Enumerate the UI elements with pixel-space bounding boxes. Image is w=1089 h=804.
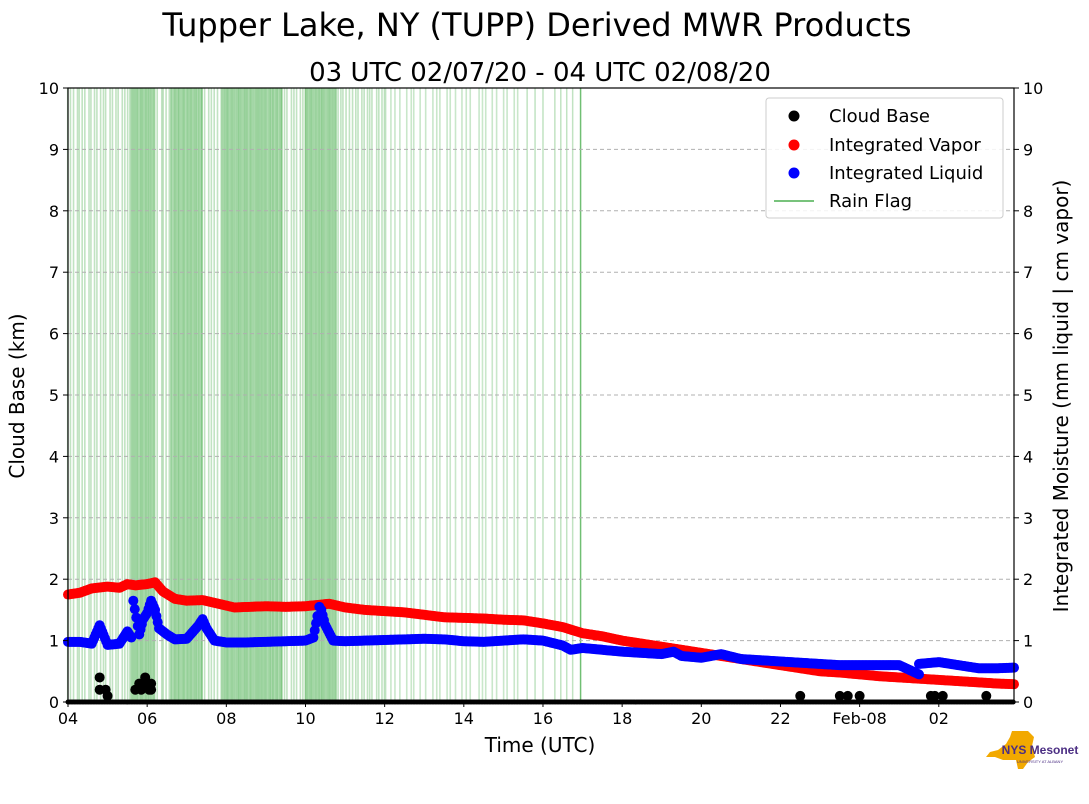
chart-subtitle: 03 UTC 02/07/20 - 04 UTC 02/08/20 bbox=[309, 58, 771, 88]
logo-text: NYS Mesonet bbox=[1002, 743, 1079, 757]
legend-box bbox=[765, 97, 1004, 219]
integrated-liquid-point bbox=[914, 669, 925, 680]
y-tick-label-right: 8 bbox=[1023, 202, 1033, 221]
logo-subtext: UNIVERSITY AT ALBANY bbox=[1017, 759, 1064, 764]
y-axis-right-label: Integrated Moisture (mm liquid | cm vapo… bbox=[1049, 180, 1073, 613]
y-tick-label-left: 6 bbox=[49, 325, 59, 344]
y-tick-label-right: 10 bbox=[1023, 79, 1043, 98]
y-tick-label-right: 5 bbox=[1023, 386, 1033, 405]
x-tick-label: 10 bbox=[295, 709, 315, 728]
y-axis-right: 0 1 2 3 4 5 6 7 8 9 10 bbox=[1014, 79, 1043, 712]
y-tick-label-right: 0 bbox=[1023, 693, 1033, 712]
y-axis-left: 0 1 2 3 4 5 6 7 8 9 10 bbox=[39, 79, 68, 712]
chart-title: Tupper Lake, NY (TUPP) Derived MWR Produ… bbox=[161, 6, 911, 44]
y-axis-left-label: Cloud Base (km) bbox=[5, 313, 29, 478]
x-tick-label: 02 bbox=[929, 709, 949, 728]
y-tick-label-left: 5 bbox=[49, 386, 59, 405]
legend-marker-integrated-liquid bbox=[788, 167, 800, 179]
x-axis-label: Time (UTC) bbox=[484, 733, 596, 757]
cloud-base-point bbox=[146, 684, 157, 695]
y-tick-label-left: 7 bbox=[49, 263, 59, 282]
y-tick-label-right: 1 bbox=[1023, 632, 1033, 651]
x-tick-label: 12 bbox=[374, 709, 394, 728]
x-tick-label: 16 bbox=[533, 709, 553, 728]
x-tick-label: Feb-08 bbox=[832, 709, 886, 728]
y-tick-label-right: 6 bbox=[1023, 325, 1033, 344]
x-axis: 04 06 08 10 12 14 16 18 20 22 Feb-08 02 bbox=[58, 702, 949, 728]
cloud-base-point bbox=[136, 684, 147, 695]
cloud-base-point bbox=[834, 690, 845, 701]
legend-label-integrated-vapor: Integrated Vapor bbox=[829, 135, 981, 156]
nys-mesonet-logo: NYS Mesonet UNIVERSITY AT ALBANY bbox=[986, 731, 1078, 769]
x-tick-label: 18 bbox=[612, 709, 632, 728]
legend-marker-integrated-vapor bbox=[788, 139, 800, 151]
legend: Cloud Base Integrated Vapor Integrated L… bbox=[765, 97, 1004, 219]
y-tick-label-right: 3 bbox=[1023, 509, 1033, 528]
legend-label-cloud-base: Cloud Base bbox=[829, 106, 930, 127]
new-york-state-shape-icon bbox=[986, 731, 1035, 769]
cloud-base-point bbox=[795, 690, 806, 701]
cloud-base-point bbox=[981, 690, 992, 701]
y-tick-label-left: 8 bbox=[49, 202, 59, 221]
x-tick-label: 20 bbox=[691, 709, 711, 728]
y-tick-label-left: 0 bbox=[49, 693, 59, 712]
integrated-liquid-point bbox=[126, 632, 137, 643]
cloud-base-point bbox=[94, 672, 105, 683]
y-tick-label-left: 4 bbox=[49, 447, 59, 466]
cloud-base-point bbox=[929, 690, 940, 701]
cloud-base-point bbox=[937, 690, 948, 701]
x-tick-label: 06 bbox=[137, 709, 157, 728]
y-tick-label-right: 9 bbox=[1023, 140, 1033, 159]
cloud-base-point bbox=[842, 690, 853, 701]
y-tick-label-right: 7 bbox=[1023, 263, 1033, 282]
cloud-base-point bbox=[854, 690, 865, 701]
x-tick-label: 08 bbox=[216, 709, 236, 728]
y-tick-label-left: 10 bbox=[39, 79, 59, 98]
x-tick-label: 14 bbox=[454, 709, 474, 728]
series-layer bbox=[63, 577, 1019, 705]
legend-label-integrated-liquid: Integrated Liquid bbox=[829, 163, 983, 184]
y-tick-label-left: 3 bbox=[49, 509, 59, 528]
legend-label-rain-flag: Rain Flag bbox=[829, 191, 912, 212]
x-tick-label: 04 bbox=[58, 709, 78, 728]
y-tick-label-right: 4 bbox=[1023, 447, 1033, 466]
legend-marker-cloud-base bbox=[788, 110, 800, 122]
y-tick-label-right: 2 bbox=[1023, 570, 1033, 589]
cloud-base-point bbox=[102, 690, 113, 701]
y-tick-label-left: 1 bbox=[49, 632, 59, 651]
y-tick-label-left: 9 bbox=[49, 140, 59, 159]
y-tick-label-left: 2 bbox=[49, 570, 59, 589]
integrated-liquid-point bbox=[128, 595, 139, 606]
x-tick-label: 22 bbox=[770, 709, 790, 728]
integrated-liquid-point bbox=[129, 604, 140, 615]
